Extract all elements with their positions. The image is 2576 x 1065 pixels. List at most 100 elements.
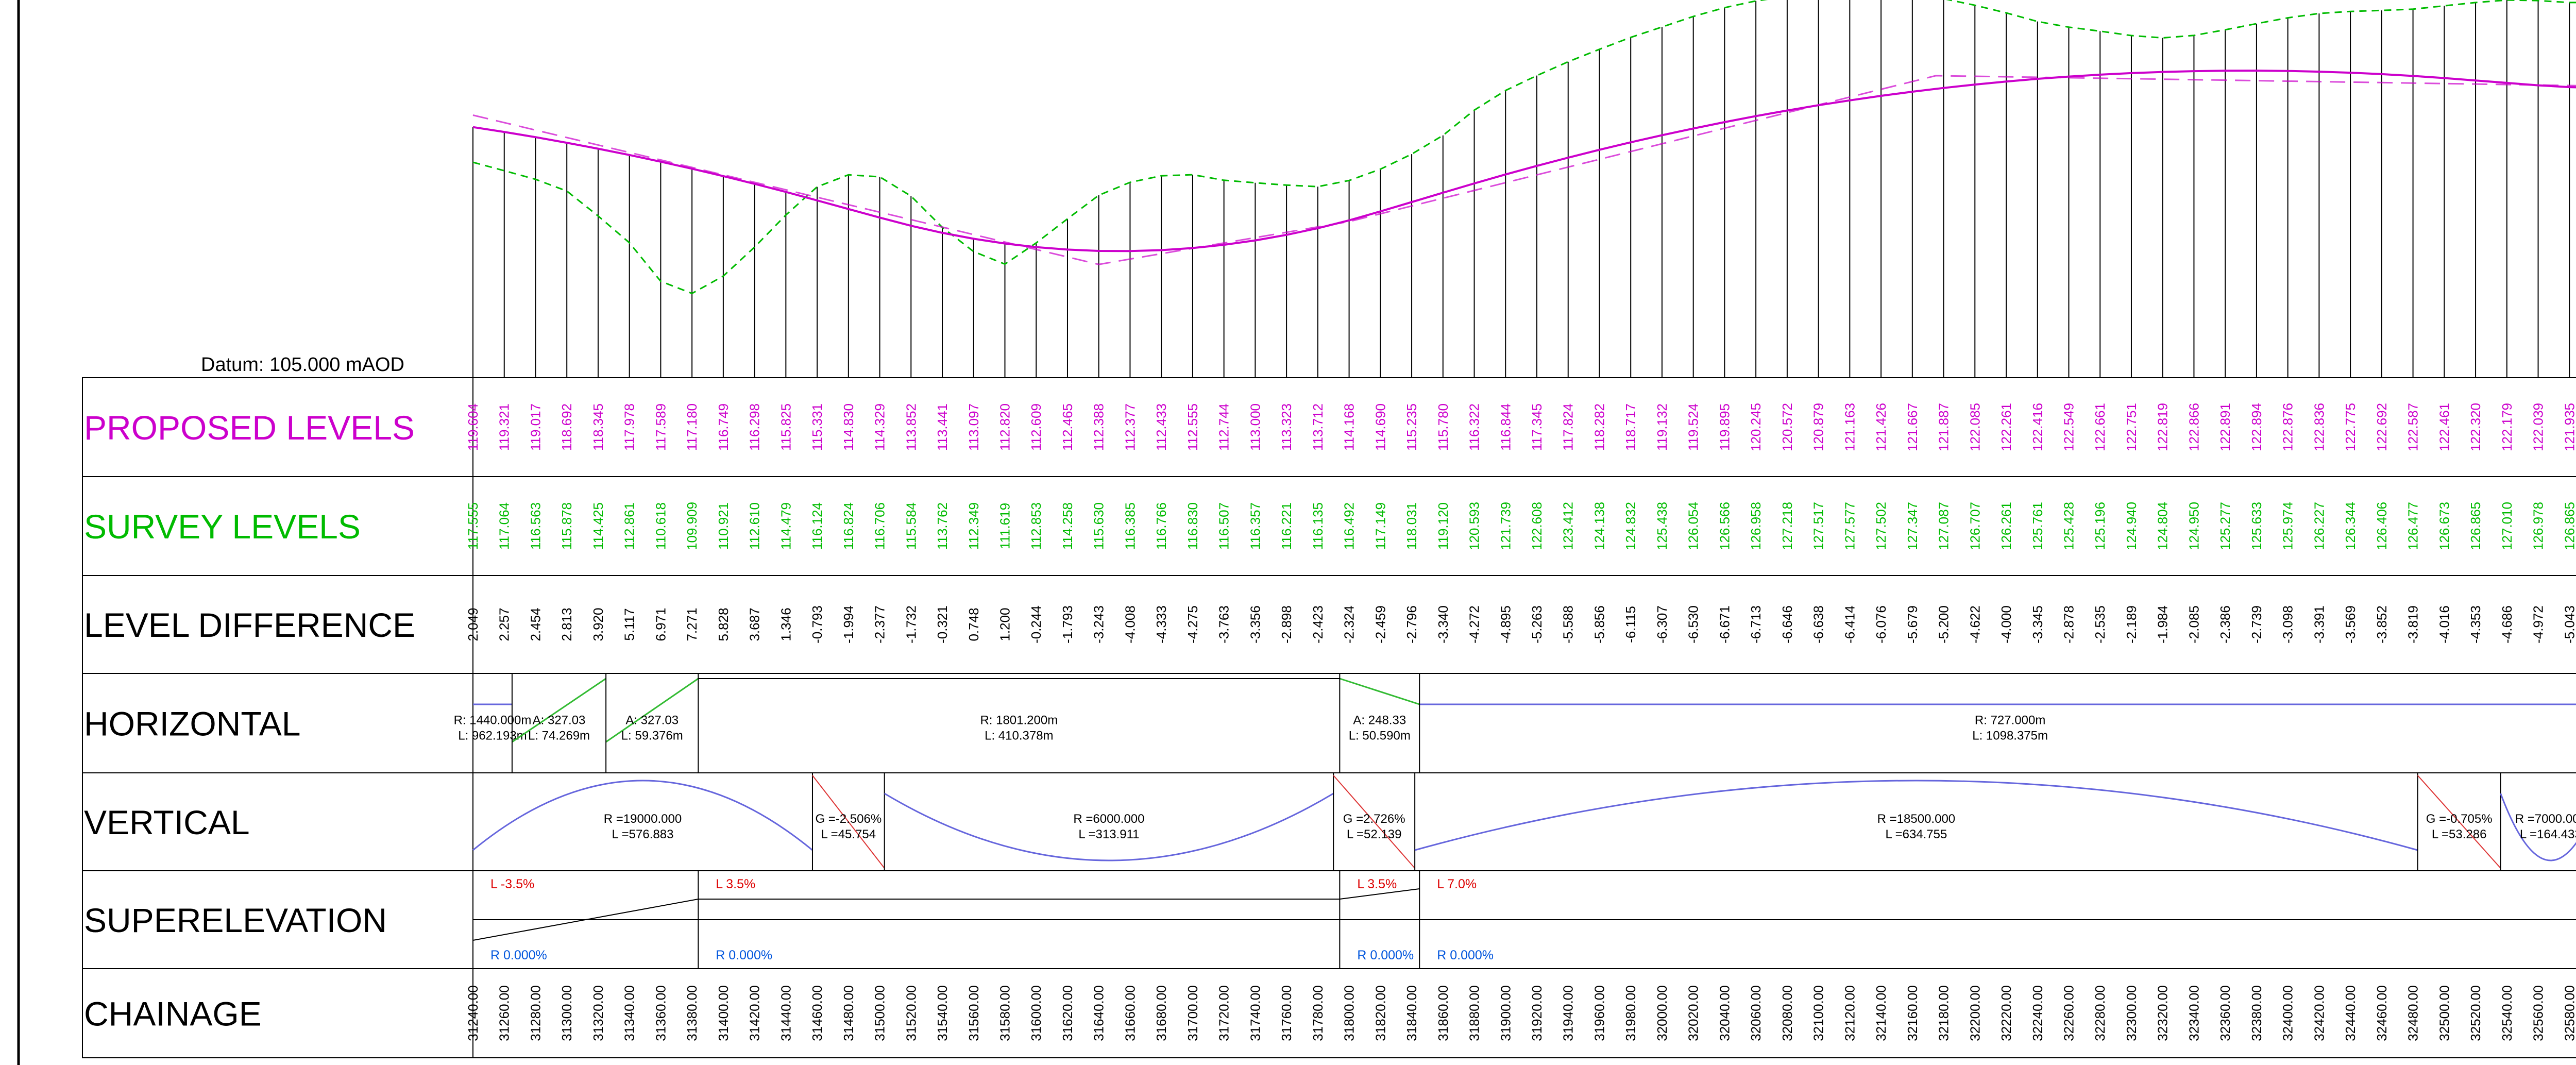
horizontal-transition <box>512 678 606 743</box>
horizontal-element-length: L: 410.378m <box>985 729 1053 743</box>
survey-level-value: 109.909 <box>684 502 700 550</box>
horizontal-element-label: A: 327.03 <box>533 714 586 728</box>
chainage-value: 31920.00 <box>1529 985 1545 1041</box>
vertical-curve <box>1414 780 2418 851</box>
proposed-level-value: 112.555 <box>1185 403 1200 451</box>
survey-level-value: 113.762 <box>935 502 950 550</box>
survey-level-value: 126.261 <box>1998 502 2014 550</box>
proposed-level-value: 121.935 <box>2562 403 2576 451</box>
proposed-level-value: 119.524 <box>1686 403 1701 451</box>
horizontal-element-length: L: 1098.375m <box>1972 729 2048 743</box>
horizontal-element-label: R: 727.000m <box>1975 714 2045 728</box>
level-difference-value: 2.049 <box>465 607 481 641</box>
survey-level-value: 126.707 <box>1967 502 1982 550</box>
proposed-level-value: 113.097 <box>966 403 981 451</box>
level-difference-value: -3.243 <box>1091 605 1107 644</box>
chainage-value: 32460.00 <box>2374 985 2389 1041</box>
proposed-level-value: 113.852 <box>903 403 919 451</box>
proposed-level-value: 116.322 <box>1467 403 1482 451</box>
survey-level-value: 112.349 <box>966 502 981 550</box>
level-difference-value: 2.454 <box>528 607 543 641</box>
level-difference-value: -2.423 <box>1310 605 1326 644</box>
proposed-level-value: 121.426 <box>1873 403 1889 451</box>
level-difference-value: 3.687 <box>747 607 762 641</box>
survey-level-value: 114.258 <box>1060 502 1075 550</box>
vertical-element-label: R =18500.000 <box>1877 812 1955 826</box>
vertical-element-label: G =-2.506% <box>815 812 882 826</box>
vertical-element-length: L =53.286 <box>2432 827 2487 841</box>
chainage-value: 31400.00 <box>716 985 731 1041</box>
proposed-level-value: 122.876 <box>2280 403 2296 451</box>
level-difference-value: -5.043 <box>2562 605 2576 644</box>
survey-level-value: 116.507 <box>1216 502 1232 550</box>
chainage-value: 31580.00 <box>997 985 1013 1041</box>
level-difference-value: -4.272 <box>1467 605 1482 644</box>
level-difference-value: -2.085 <box>2186 605 2201 644</box>
survey-level-value: 117.555 <box>465 502 481 550</box>
proposed-level-value: 121.887 <box>1936 403 1952 451</box>
level-difference-value: -0.244 <box>1028 605 1044 644</box>
vertical-element-label: R =19000.000 <box>604 812 682 826</box>
chainage-value: 31480.00 <box>841 985 856 1041</box>
proposed-level-value: 117.180 <box>684 403 700 451</box>
chainage-value: 32000.00 <box>1654 985 1670 1041</box>
survey-level-value: 116.563 <box>528 502 543 550</box>
proposed-level-value: 122.751 <box>2124 403 2139 451</box>
survey-level-value: 116.706 <box>872 502 888 550</box>
level-difference-value: -6.713 <box>1748 605 1764 644</box>
level-difference-value: -2.878 <box>2061 605 2077 644</box>
level-difference-value: -5.200 <box>1936 605 1952 644</box>
horizontal-element-length: L: 962.193m <box>458 729 527 743</box>
level-difference-value: 2.257 <box>497 607 512 641</box>
chainage-value: 31340.00 <box>622 985 637 1041</box>
chainage-value: 31700.00 <box>1185 985 1200 1041</box>
level-difference-value: -3.098 <box>2280 605 2296 644</box>
survey-level-value: 117.149 <box>1372 502 1388 550</box>
chainage-value: 32060.00 <box>1748 985 1764 1041</box>
level-difference-value: -6.307 <box>1654 605 1670 644</box>
chainage-value: 31420.00 <box>747 985 762 1041</box>
survey-level-value: 124.940 <box>2124 502 2139 550</box>
superelevation-right-value: R 0.000% <box>1437 948 1494 962</box>
vertical-element-length: L =45.754 <box>821 827 876 841</box>
vertical-element-length: L =164.433 <box>2520 827 2576 841</box>
chainage-value: 31600.00 <box>1028 985 1044 1041</box>
vertical-grade-mark <box>812 775 885 869</box>
proposed-level-value: 116.749 <box>716 403 731 451</box>
chainage-value: 32180.00 <box>1936 985 1952 1041</box>
previous-design-line <box>472 75 2576 265</box>
level-difference-value: -4.275 <box>1185 605 1200 644</box>
proposed-level-value: 122.416 <box>2030 403 2045 451</box>
proposed-level-value: 114.329 <box>872 403 888 451</box>
survey-level-value: 126.958 <box>1748 502 1764 550</box>
chainage-value: 31900.00 <box>1498 985 1513 1041</box>
proposed-level-value: 116.844 <box>1498 403 1513 451</box>
chainage-value: 32380.00 <box>2249 985 2264 1041</box>
level-difference-value: 6.971 <box>653 607 668 641</box>
level-difference-value: -6.115 <box>1623 606 1638 643</box>
proposed-level-value: 119.321 <box>497 403 512 451</box>
survey-level-value: 125.974 <box>2280 502 2296 550</box>
survey-level-value: 127.347 <box>1905 502 1920 550</box>
proposed-level-value: 122.891 <box>2217 403 2233 451</box>
chainage-value: 32520.00 <box>2468 985 2483 1041</box>
chainage-value: 32420.00 <box>2311 985 2327 1041</box>
proposed-level-value: 122.587 <box>2405 403 2421 451</box>
survey-level-value: 125.761 <box>2030 502 2045 550</box>
level-difference-value: -4.686 <box>2499 605 2515 644</box>
level-difference-value: -5.588 <box>1561 605 1576 644</box>
chainage-value: 31840.00 <box>1404 985 1419 1041</box>
level-difference-value: -1.732 <box>903 605 919 644</box>
superelevation-left-value: L 3.5% <box>1357 877 1397 891</box>
proposed-level-value: 112.820 <box>997 403 1013 451</box>
survey-level-value: 125.633 <box>2249 502 2264 550</box>
chainage-value: 31720.00 <box>1216 985 1232 1041</box>
survey-level-value: 110.618 <box>653 502 668 550</box>
horizontal-element-label: R: 1440.000m <box>454 714 532 728</box>
chainage-value: 31540.00 <box>935 985 950 1041</box>
survey-level-value: 126.477 <box>2405 502 2421 550</box>
survey-level-value: 116.766 <box>1154 502 1169 550</box>
superelevation-left-rate <box>1340 888 1420 900</box>
proposed-level-value: 119.017 <box>528 403 543 451</box>
superelevation-left-value: L -3.5% <box>490 877 534 891</box>
